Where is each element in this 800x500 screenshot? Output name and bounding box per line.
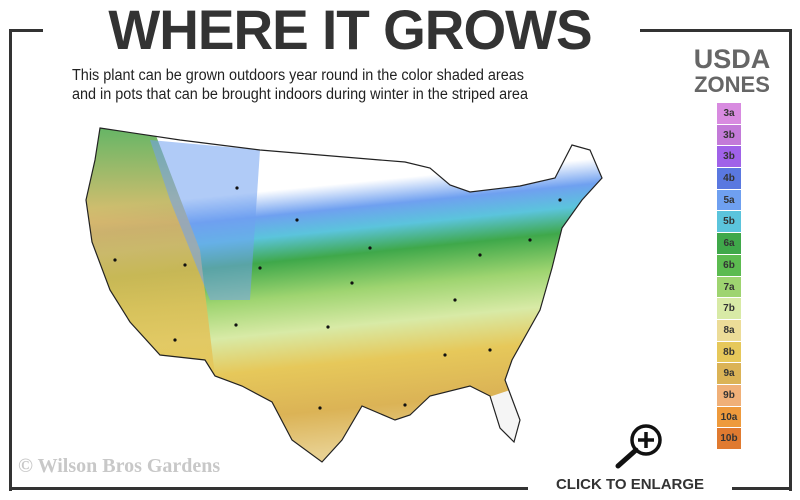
page-title: WHERE IT GROWS [108,0,592,61]
legend-zone-7b: 7b [717,298,741,319]
copyright-watermark: © Wilson Bros Gardens [18,455,221,477]
frame-top-right [640,29,792,32]
legend-zone-6a: 6a [717,233,741,254]
legend-zone-6b: 6b [717,254,741,276]
legend-zone-5b: 5b [717,211,741,233]
legend-zone-9b: 9b [717,384,741,406]
subtitle-line-1: This plant can be grown outdoors year ro… [72,67,524,84]
subtitle: This plant can be grown outdoors year ro… [72,66,528,104]
legend-zone-9a: 9a [717,363,741,384]
frame-top-left [9,29,43,32]
legend-title-zones: ZONES [694,72,770,97]
legend-zone-3b: 3b [717,146,741,168]
frame-bottom [9,487,792,490]
frame-right [789,29,792,491]
legend-zone-3b: 3b [717,124,741,146]
legend-title-usda: USDA [693,44,771,74]
legend-zone-3a: 3a [717,103,741,124]
legend-zone-5a: 5a [717,189,741,211]
frame-left [9,29,12,491]
legend-zone-10b: 10b [717,428,741,449]
zone-legend: 3a 3b 3b 4b 5a 5b 6a 6b 7a 7b 8a 8b 9a 9b 10a 10b [717,103,741,450]
magnifier-plus-icon[interactable] [610,422,666,470]
legend-zone-10a: 10a [717,406,741,428]
subtitle-line-2: and in pots that can be brought indoors … [72,86,528,103]
legend-zone-8a: 8a [717,319,741,341]
legend-zone-8b: 8b [717,341,741,363]
legend-zone-4b: 4b [717,168,741,189]
state-capital-dots [113,186,562,410]
legend-zone-7a: 7a [717,276,741,298]
click-to-enlarge-button[interactable]: CLICK TO ENLARGE [528,476,732,493]
